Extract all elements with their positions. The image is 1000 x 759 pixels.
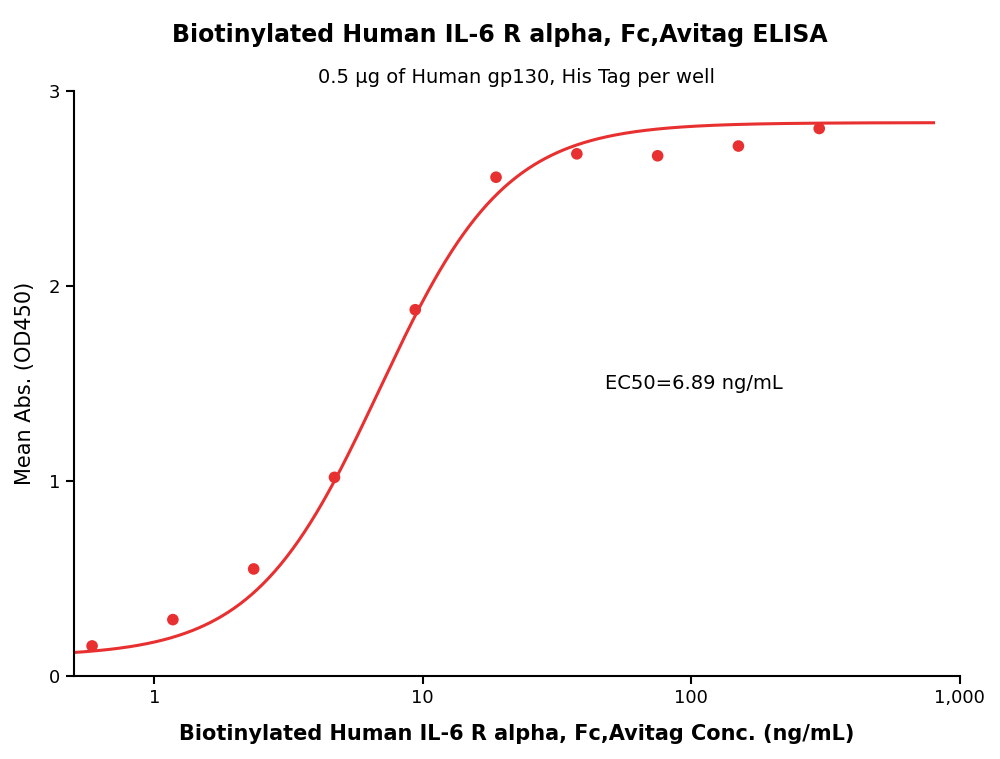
Point [165,613,181,625]
Text: Biotinylated Human IL-6 R alpha, Fc,Avitag ELISA: Biotinylated Human IL-6 R alpha, Fc,Avit… [172,23,828,47]
Title: 0.5 μg of Human gp130, His Tag per well: 0.5 μg of Human gp130, His Tag per well [318,68,715,87]
Point [730,140,746,152]
Y-axis label: Mean Abs. (OD450): Mean Abs. (OD450) [15,282,35,486]
X-axis label: Biotinylated Human IL-6 R alpha, Fc,Avitag Conc. (ng/mL): Biotinylated Human IL-6 R alpha, Fc,Avit… [179,724,854,744]
Point [569,148,585,160]
Point [650,150,666,162]
Point [811,122,827,134]
Point [488,171,504,183]
Point [407,304,423,316]
Text: EC50=6.89 ng/mL: EC50=6.89 ng/mL [605,374,783,393]
Point [326,471,342,483]
Point [84,640,100,652]
Point [246,563,262,575]
